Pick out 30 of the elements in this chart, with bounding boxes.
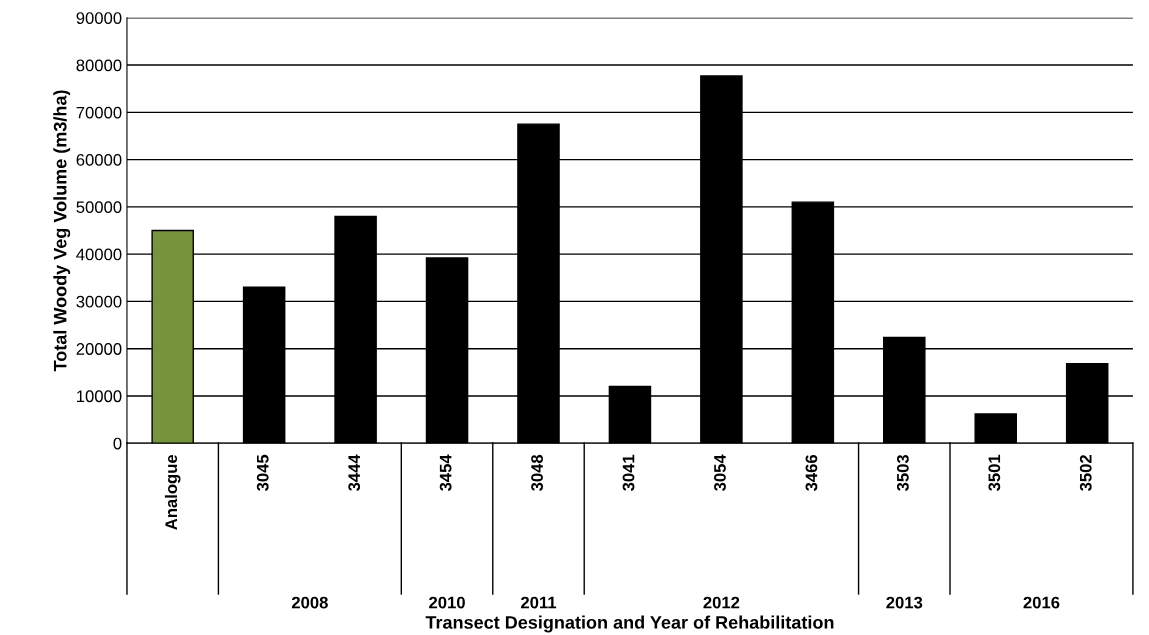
- text: 2010: [429, 596, 465, 609]
- y-axis-title: Total Woody Veg Volume (m3/ha): [53, 90, 71, 372]
- x-tick-label: 3444: [348, 454, 361, 492]
- text: 2016: [1023, 596, 1060, 609]
- y-tick-label: 40000: [76, 248, 122, 261]
- x-tick-label: 3502: [1079, 455, 1092, 492]
- x-tick-label: 3045: [256, 454, 269, 492]
- y-tick-label: 90000: [76, 12, 122, 24]
- x-tick-label: 3054: [714, 454, 726, 492]
- x-tick-label: 3503: [896, 454, 909, 492]
- y-tick-label: 0: [113, 437, 122, 450]
- y-tick-label: 30000: [76, 295, 122, 308]
- x-tick-label: 3041: [622, 454, 635, 492]
- y-tick-label: 20000: [76, 343, 122, 355]
- text: 2013: [886, 596, 923, 609]
- x-tick-label: 3501: [988, 454, 1001, 492]
- y-tick-label: 50000: [76, 201, 122, 214]
- x-tick-label: 3048: [531, 454, 543, 492]
- text: 2008: [291, 596, 328, 609]
- y-tick-label: 70000: [76, 106, 122, 119]
- y-tick-label: 60000: [76, 154, 122, 166]
- text: 2012: [703, 596, 740, 609]
- x-tick-label: 3454: [439, 454, 452, 492]
- x-tick-label: 3466: [805, 454, 818, 492]
- text: 2011: [520, 596, 557, 609]
- y-tick-label: 10000: [77, 390, 122, 403]
- x-axis-title: Transect Designation and Year of Rehabilitation: [425, 615, 834, 633]
- x-tick-label: Analogue: [164, 454, 181, 530]
- bar: [974, 413, 1018, 444]
- y-tick-label: 80000: [76, 59, 122, 72]
